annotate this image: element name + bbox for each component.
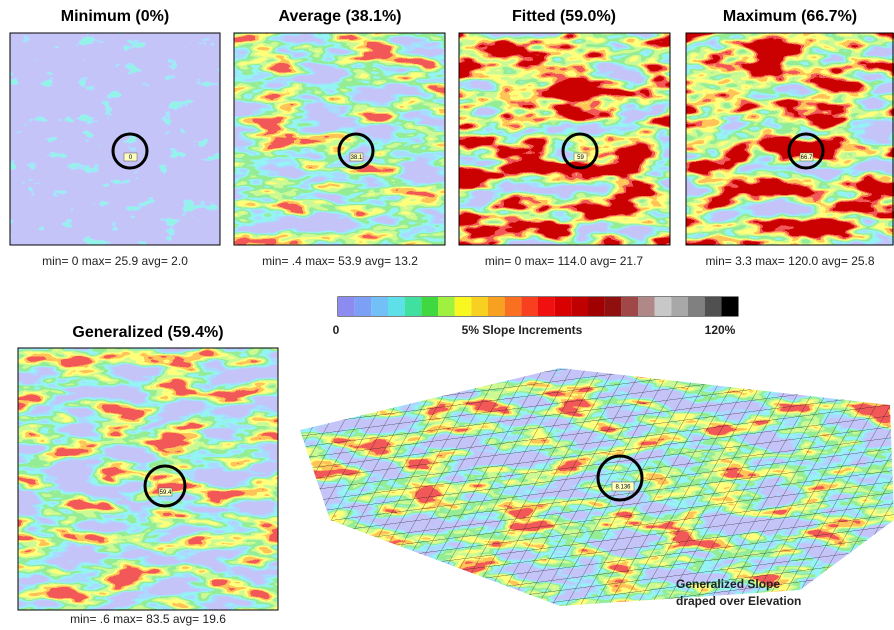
legend-max: 120% <box>705 323 736 337</box>
surface <box>300 360 894 610</box>
legend-swatch <box>438 297 455 316</box>
legend-swatch <box>388 297 405 316</box>
legend-swatch <box>455 297 472 316</box>
legend-swatch <box>555 297 572 316</box>
legend-swatch <box>655 297 672 316</box>
legend-min: 0 <box>333 323 340 337</box>
panel-title: Minimum (0%) <box>61 8 169 25</box>
map <box>459 33 670 245</box>
legend-swatch <box>405 297 422 316</box>
probe-label: 38.1 <box>351 155 363 161</box>
legend-swatch <box>588 297 605 316</box>
legend-swatch <box>721 297 738 316</box>
legend-swatch <box>471 297 488 316</box>
legend-swatch <box>671 297 688 316</box>
legend-swatch <box>571 297 588 316</box>
legend-swatch <box>688 297 705 316</box>
legend-swatches <box>338 297 738 316</box>
map <box>234 33 445 245</box>
legend-title: 5% Slope Increments <box>462 323 583 337</box>
page: {"panels": [ {"title": "Minimum (0%)", "… <box>0 0 894 630</box>
legend-swatch <box>621 297 638 316</box>
legend-swatch <box>538 297 555 316</box>
legend-swatch <box>421 297 438 316</box>
panel-title: Average (38.1%) <box>278 8 401 25</box>
figure: 0 5% Slope Increments 120% 8.136 General… <box>0 0 894 630</box>
map <box>10 33 220 245</box>
probe-label: 59.4 <box>160 490 172 496</box>
legend-swatch <box>505 297 522 316</box>
surface-caption: draped over Elevation <box>676 594 801 608</box>
probe-label: 59 <box>577 155 584 161</box>
surface-mesh <box>300 360 894 610</box>
legend-swatch <box>605 297 622 316</box>
probe-label: 66.7 <box>801 155 813 161</box>
probe-label: 8.136 <box>615 485 631 491</box>
legend-swatch <box>521 297 538 316</box>
legend-swatch <box>638 297 655 316</box>
surface-caption: Generalized Slope <box>676 577 780 591</box>
map <box>18 348 278 610</box>
legend-swatch <box>355 297 372 316</box>
map <box>686 33 894 245</box>
panel-stats: min= .6 max= 83.5 avg= 19.6 <box>70 612 226 626</box>
legend-swatch <box>488 297 505 316</box>
panel-title: Generalized (59.4%) <box>72 324 223 341</box>
panel-title: Fitted (59.0%) <box>512 8 616 25</box>
panel-stats: min= 3.3 max= 120.0 avg= 25.8 <box>705 254 874 268</box>
panel-stats: min= .4 max= 53.9 avg= 13.2 <box>262 254 418 268</box>
panel-stats: min= 0 max= 25.9 avg= 2.0 <box>42 254 188 268</box>
legend-swatch <box>338 297 355 316</box>
legend-swatch <box>705 297 722 316</box>
panel-title: Maximum (66.7%) <box>723 8 857 25</box>
panel-stats: min= 0 max= 114.0 avg= 21.7 <box>485 254 644 268</box>
legend-swatch <box>371 297 388 316</box>
